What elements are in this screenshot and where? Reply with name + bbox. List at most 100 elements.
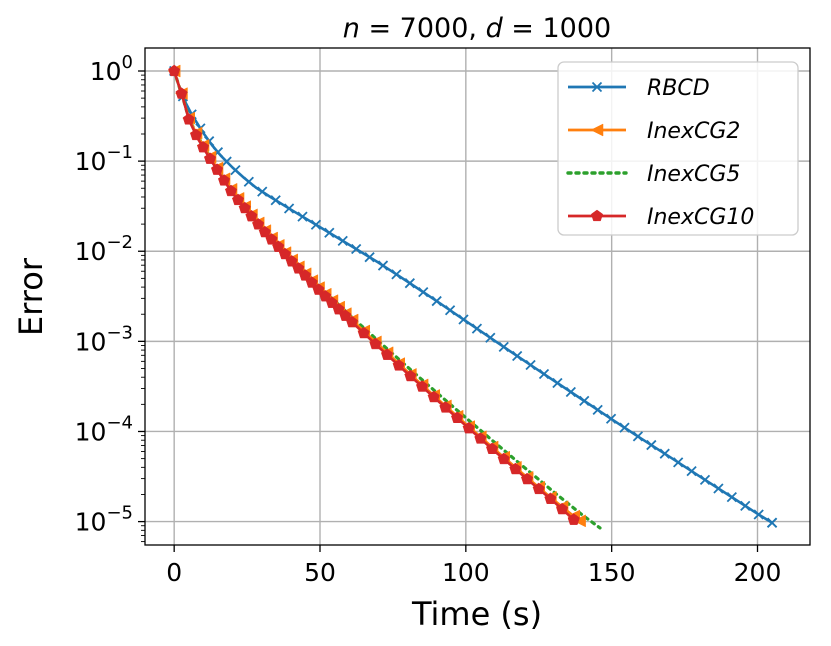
data-point-rbcd-stroke xyxy=(525,359,536,371)
data-point-inexcg10 xyxy=(416,380,429,392)
series-line-inexcg10 xyxy=(172,70,575,521)
legend: RBCD InexCG2 InexCG5 InexCG10 xyxy=(557,61,799,236)
data-point-rbcd xyxy=(283,203,295,214)
data-point-rbcd-stroke xyxy=(538,368,550,380)
data-point-inexcg10 xyxy=(332,302,345,315)
data-point-rbcd xyxy=(444,305,456,316)
series-inexcg2 xyxy=(167,64,586,528)
data-point-inexcg10 xyxy=(357,326,370,339)
data-point-rbcd xyxy=(766,517,778,528)
data-point-inexcg10 xyxy=(175,87,188,99)
data-point-rbcd-stroke xyxy=(297,211,308,222)
data-point-inexcg10 xyxy=(556,502,569,515)
data-point-rbcd-stroke xyxy=(391,269,402,280)
series-line-inexcg5 xyxy=(172,69,602,530)
legend-label-inexcg5: InexCG5 xyxy=(647,162,740,187)
data-point-rbcd xyxy=(351,243,362,255)
data-point-rbcd xyxy=(418,286,429,298)
data-point-rbcd-stroke xyxy=(418,286,429,298)
series-inexcg5 xyxy=(172,69,602,530)
data-point-rbcd-stroke xyxy=(753,509,764,520)
data-point-rbcd xyxy=(512,350,523,362)
data-point-inexcg10 xyxy=(299,269,312,281)
y-tick-label: 100 xyxy=(90,52,133,86)
x-tick-label: 100 xyxy=(442,558,490,587)
data-point-rbcd xyxy=(686,466,697,477)
data-point-rbcd xyxy=(592,404,603,415)
data-point-inexcg10 xyxy=(369,337,382,350)
data-point-rbcd xyxy=(713,483,724,494)
legend-label-inexcg2: InexCG2 xyxy=(647,119,740,144)
data-point-rbcd-stroke xyxy=(243,176,254,187)
data-point-rbcd-stroke xyxy=(230,164,241,176)
data-point-inexcg10 xyxy=(305,276,318,288)
data-point-rbcd-stroke xyxy=(283,203,295,214)
data-point-inexcg10 xyxy=(346,315,359,328)
data-point-rbcd-stroke xyxy=(659,448,670,459)
x-axis-label: Time (s) xyxy=(411,595,542,633)
data-point-rbcd xyxy=(471,323,483,334)
data-point-inexcg10 xyxy=(168,64,181,77)
data-point-rbcd xyxy=(324,227,335,238)
data-point-inexcg10 xyxy=(319,290,332,302)
x-tick-label: 0 xyxy=(166,558,182,587)
data-point-rbcd xyxy=(699,474,711,485)
y-tick-label: 10−3 xyxy=(75,322,133,356)
series-inexcg10 xyxy=(168,64,580,525)
data-point-rbcd xyxy=(431,295,442,307)
data-point-rbcd xyxy=(377,260,389,271)
legend-box xyxy=(557,61,799,236)
data-point-rbcd xyxy=(485,332,496,343)
data-point-rbcd xyxy=(498,341,509,353)
data-point-inexcg10 xyxy=(544,492,557,504)
data-point-rbcd-stroke xyxy=(699,474,711,485)
data-point-rbcd-stroke xyxy=(713,483,724,494)
data-point-rbcd-stroke xyxy=(726,492,737,503)
data-point-rbcd xyxy=(632,431,644,442)
data-point-rbcd-stroke xyxy=(632,431,644,442)
legend-marker-rbcd-stroke xyxy=(591,81,603,93)
data-point-rbcd xyxy=(538,368,550,380)
data-point-rbcd-stroke xyxy=(377,260,389,271)
data-point-inexcg10 xyxy=(292,262,305,274)
data-point-inexcg10 xyxy=(381,348,394,360)
data-point-rbcd xyxy=(310,219,322,230)
data-point-inexcg10 xyxy=(451,411,464,423)
y-tick-label: 10−4 xyxy=(75,412,133,446)
data-point-rbcd-stroke xyxy=(673,457,684,468)
data-point-inexcg10 xyxy=(182,113,195,125)
data-point-rbcd-stroke xyxy=(324,227,335,238)
data-point-rbcd-stroke xyxy=(221,156,232,167)
data-point-inexcg10 xyxy=(404,369,417,382)
data-point-rbcd xyxy=(726,492,737,503)
data-point-inexcg10 xyxy=(462,421,475,434)
data-point-rbcd-stroke xyxy=(565,386,576,398)
data-point-inexcg10 xyxy=(339,309,352,321)
y-tick-label: 10−2 xyxy=(75,232,133,266)
data-point-rbcd-stroke xyxy=(337,235,348,247)
y-axis-ticks: 100 10−1 10−2 10−3 10−4 10−5 xyxy=(75,52,145,543)
data-point-rbcd xyxy=(753,509,764,520)
data-point-rbcd-stroke xyxy=(592,404,603,415)
data-point-rbcd xyxy=(243,176,254,187)
data-point-rbcd xyxy=(552,377,563,389)
legend-item-inexcg5: InexCG5 xyxy=(566,162,740,187)
legend-label-rbcd: RBCD xyxy=(647,76,710,101)
data-point-rbcd-stroke xyxy=(646,439,657,451)
data-point-rbcd-stroke xyxy=(579,395,590,407)
x-tick-label: 200 xyxy=(734,558,782,587)
data-point-rbcd-stroke xyxy=(444,305,456,316)
legend-label-inexcg10: InexCG10 xyxy=(647,205,754,230)
data-point-rbcd-stroke xyxy=(471,323,483,334)
data-point-inexcg10 xyxy=(245,209,258,222)
legend-item-rbcd: RBCD xyxy=(568,76,710,101)
data-point-rbcd-stroke xyxy=(270,195,281,206)
data-point-inexcg10 xyxy=(265,233,278,245)
data-point-rbcd xyxy=(740,500,751,511)
data-point-inexcg10 xyxy=(521,472,534,485)
series-line-inexcg2 xyxy=(172,70,581,522)
data-point-rbcd-stroke xyxy=(619,422,630,433)
legend-marker-rbcd xyxy=(591,81,603,93)
data-point-rbcd xyxy=(619,422,630,433)
data-point-rbcd xyxy=(337,235,348,247)
